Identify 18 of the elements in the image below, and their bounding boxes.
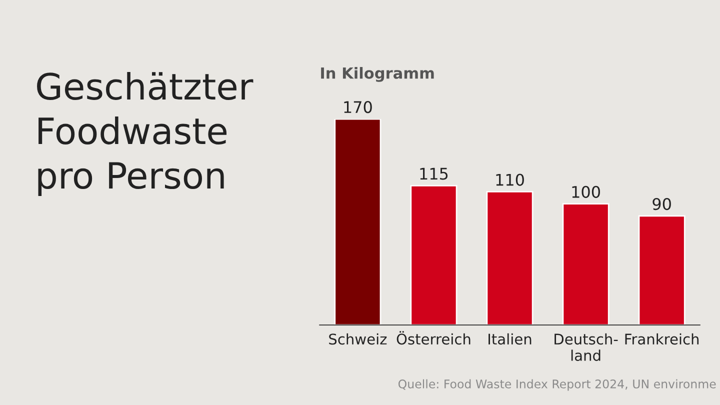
- data-label: 100: [572, 186, 600, 198]
- x-tick-label: Deutsch- land: [554, 333, 618, 361]
- data-label: 110: [496, 174, 524, 186]
- x-tick-label: Frankreich: [625, 333, 699, 345]
- x-tick-label: Schweiz: [329, 333, 387, 345]
- chart-title: Geschätzter Foodwaste pro Person: [37, 72, 254, 196]
- source-note: Quelle: Food Waste Index Report 2024, UN environme: [398, 379, 716, 391]
- data-label: 115: [420, 168, 448, 180]
- bar: [486, 191, 534, 325]
- bar: [410, 184, 458, 325]
- bar: [638, 215, 686, 325]
- data-label: 90: [652, 198, 671, 210]
- y-axis-title: In Kilogramm: [321, 67, 434, 82]
- x-tick-label: Österreich: [396, 331, 470, 345]
- data-label: 170: [344, 101, 372, 114]
- bar: [562, 203, 610, 325]
- x-tick-label: Italien: [488, 333, 532, 345]
- bar: [334, 119, 382, 325]
